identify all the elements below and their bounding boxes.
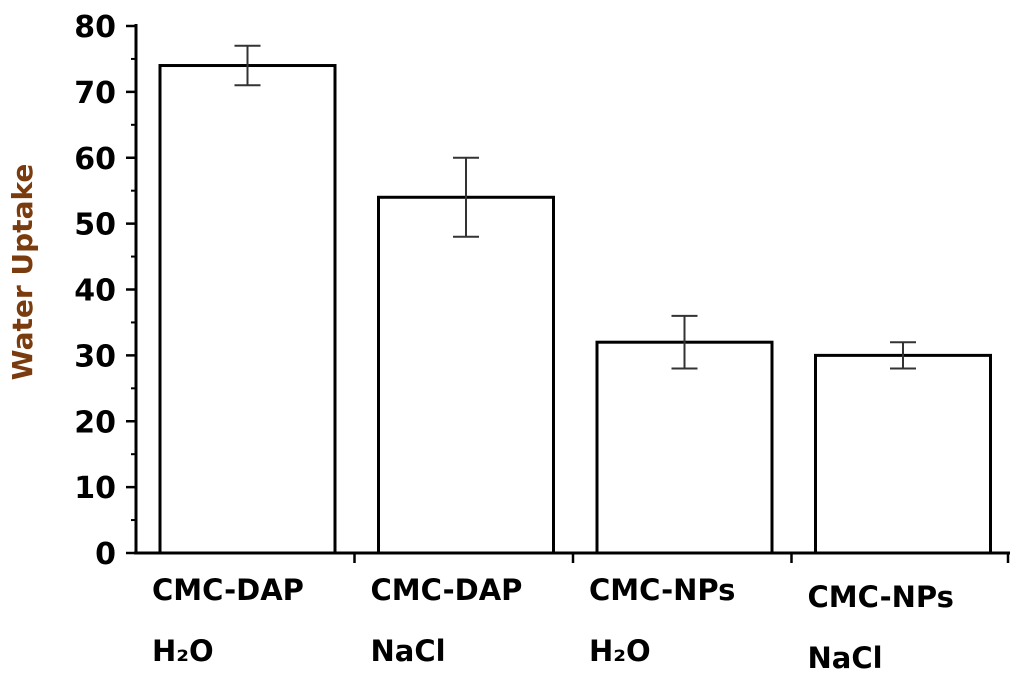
error-bars bbox=[234, 44, 916, 370]
y-tick-label: 60 bbox=[74, 142, 116, 177]
x-category-label-line1: CMC-NPs bbox=[589, 573, 735, 607]
y-tick-label: 10 bbox=[74, 471, 116, 506]
y-axis-title: Water Uptake bbox=[6, 164, 39, 381]
bar bbox=[377, 195, 555, 555]
bar bbox=[595, 340, 774, 555]
x-category-label-line2: NaCl bbox=[371, 634, 446, 668]
x-axis-category-labels: CMC-DAP H₂O CMC-DAP NaCl CMC-NPs H₂O CMC-NPs Na… bbox=[152, 573, 954, 675]
x-category-label-line1: CMC-DAP bbox=[371, 573, 523, 607]
y-tick-label: 50 bbox=[74, 208, 116, 243]
y-tick-label: 0 bbox=[95, 537, 116, 572]
y-tick-label: 70 bbox=[74, 76, 116, 111]
bar bbox=[158, 64, 337, 555]
y-tick-label: 20 bbox=[74, 405, 116, 440]
x-category-label-line2: H₂O bbox=[589, 634, 651, 668]
bar bbox=[814, 353, 992, 555]
y-tick-label: 30 bbox=[74, 339, 116, 374]
x-category-label-line2: H₂O bbox=[152, 634, 214, 668]
bars bbox=[158, 64, 992, 555]
y-tick-label: 40 bbox=[74, 274, 116, 309]
y-tick-label: 80 bbox=[74, 10, 116, 45]
y-axis-tick-labels: 0 10 20 30 40 50 60 70 80 bbox=[74, 10, 116, 572]
x-category-label-line1: CMC-NPs bbox=[808, 580, 954, 614]
x-category-label-line2: NaCl bbox=[808, 641, 883, 675]
x-category-label-line1: CMC-DAP bbox=[152, 573, 304, 607]
